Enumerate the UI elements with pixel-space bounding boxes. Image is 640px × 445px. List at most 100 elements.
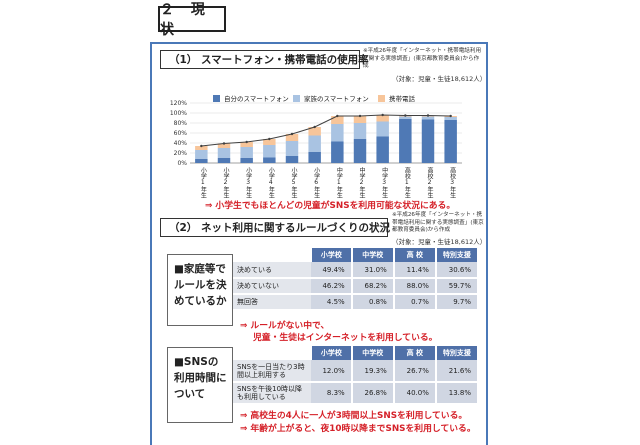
- table-row: 決めている 49.4% 31.0% 11.4% 30.6%: [233, 262, 480, 279]
- x-category-label: 小学2年生: [222, 167, 229, 198]
- table-row: SNSを午後10時以降 も利用している 8.3% 26.8% 40.0% 13.…: [233, 382, 480, 405]
- row-label: 無回答: [233, 294, 311, 311]
- bar-segment-own: [263, 157, 276, 163]
- row-label-line: も利用している: [237, 393, 286, 401]
- cell-value: 88.0%: [393, 278, 437, 295]
- row-label-line: SNSを午後10時以降: [237, 385, 303, 393]
- table-row: 決めていない 46.2% 68.2% 88.0% 59.7%: [233, 278, 480, 295]
- bar-segment-phone: [217, 143, 231, 148]
- bar-segment-own: [399, 119, 412, 163]
- row-label: SNSを一日当たり3時 間以上利用する: [233, 360, 311, 383]
- total-line-point: [313, 125, 316, 129]
- section1-callout: ⇒ 小学生でもほとんどの児童がSNSを利用可能な状況にある。: [205, 201, 456, 211]
- total-line-point: [336, 114, 339, 118]
- total-line-point: [200, 144, 203, 148]
- y-tick-label: 60%: [174, 130, 188, 137]
- y-tick-label: 20%: [174, 150, 188, 157]
- sns-usage-label-line: 利用時間に: [174, 372, 227, 384]
- y-tick-label: 120%: [170, 100, 187, 107]
- x-category-label: 小学5年生: [290, 167, 297, 198]
- cell-value: 4.5%: [311, 294, 353, 311]
- sns-usage-label: ■SNSの 利用時間に ついて: [167, 347, 233, 423]
- bar-segment-own: [376, 136, 389, 163]
- legend-label-own: 自分のスマートフォン: [224, 95, 289, 103]
- rules-header-elementary: 小学校: [311, 248, 353, 262]
- bar-segment-family: [444, 117, 457, 120]
- bar-segment-phone: [285, 134, 299, 141]
- row-label: 決めていない: [233, 278, 311, 295]
- bar-segment-phone: [240, 142, 253, 147]
- y-tick-label: 0%: [177, 160, 187, 167]
- total-line-point: [426, 114, 430, 117]
- sns-usage-label-line: ■SNSの: [174, 356, 219, 368]
- x-category-label: 中学2年生: [358, 167, 365, 198]
- cell-value: 8.3%: [311, 382, 353, 405]
- legend-swatch-own: [213, 94, 220, 102]
- section2-title: （2） ネット利用に関するルールづくりの状況: [160, 218, 390, 237]
- bar-segment-own: [421, 119, 435, 163]
- total-line-point: [245, 140, 248, 144]
- bar-segment-family: [285, 141, 299, 156]
- cell-value: 19.3%: [351, 360, 395, 383]
- bar-segment-own: [444, 120, 457, 163]
- bar-segment-family: [308, 135, 321, 152]
- row-label-line: SNSを一日当たり3時: [237, 362, 305, 371]
- total-line-point: [449, 114, 452, 118]
- family-rules-label: ■家庭等で ルールを決 めているか: [167, 254, 233, 326]
- table-row: SNSを一日当たり3時 間以上利用する 12.0% 19.3% 26.7% 21…: [233, 360, 480, 383]
- row-label: 決めている: [233, 262, 311, 279]
- section2-source-note: ※平成26年度「インターネット・携帯電話利用に関する実態調査」(東京都教育委員会…: [392, 212, 484, 234]
- cell-value: 0.8%: [351, 294, 395, 311]
- cell-value: 0.7%: [393, 294, 437, 311]
- family-rules-label-line: ■家庭等で: [174, 263, 226, 275]
- rules-callout-line2: 児童・生徒はインターネットを利用している。: [253, 333, 438, 343]
- y-tick-label: 80%: [174, 120, 188, 127]
- sns-header-blank: [233, 346, 312, 360]
- bar-segment-family: [217, 148, 231, 158]
- rules-header-junior-high: 中学校: [351, 248, 395, 262]
- sns-callout-line1: ⇒ 高校生の4人に一人が3時間以上SNSを利用している。: [240, 411, 468, 421]
- rules-table: 小学校 中学校 高 校 特別支援 決めている 49.4% 31.0% 11.4%…: [233, 248, 480, 311]
- bar-segment-phone: [376, 115, 389, 122]
- bar-segment-family: [353, 123, 367, 139]
- sns-header-special: 特別支援: [435, 346, 480, 360]
- cell-value: 30.6%: [435, 262, 480, 279]
- sns-header-high: 高 校: [393, 346, 437, 360]
- rules-table-header: 小学校 中学校 高 校 特別支援: [233, 248, 480, 262]
- sns-callout-line2: ⇒ 年齢が上がると、夜10時以降までSNSを利用している。: [240, 424, 476, 434]
- cell-value: 46.2%: [311, 278, 353, 295]
- bar-segment-family: [240, 147, 253, 158]
- total-line-point: [268, 137, 271, 141]
- cell-value: 31.0%: [351, 262, 395, 279]
- x-category-label: 小学6年生: [312, 167, 320, 198]
- family-rules-label-line: ルールを決: [174, 279, 227, 291]
- bar-segment-family: [195, 150, 208, 159]
- bar-segment-family: [399, 116, 412, 119]
- bar-segment-own: [240, 158, 253, 163]
- x-category-label: 小学4年生: [267, 167, 275, 198]
- bar-segment-family: [263, 145, 276, 158]
- bar-segment-own: [217, 158, 231, 163]
- y-tick-label: 40%: [174, 140, 188, 147]
- legend-swatch-family: [293, 94, 300, 102]
- table-row: 無回答 4.5% 0.8% 0.7% 9.7%: [233, 294, 480, 311]
- bar-segment-own: [195, 159, 208, 163]
- section1-sample-note: （対象：児童・生徒18,612人）: [392, 75, 487, 83]
- section1-source-note: ※平成26年度「インターネット・携帯電話利用に関する実態調査」(東京都教育委員会…: [363, 48, 482, 70]
- rules-header-special: 特別支援: [435, 248, 480, 262]
- bar-segment-phone: [263, 139, 276, 145]
- x-category-label: 高校2年生: [426, 167, 433, 198]
- bar-segment-family: [331, 124, 344, 142]
- sns-header-junior-high: 中学校: [351, 346, 395, 360]
- cell-value: 40.0%: [393, 382, 437, 405]
- bar-segment-own: [353, 139, 367, 163]
- x-category-label: 中学1年生: [335, 167, 343, 198]
- bar-segment-phone: [331, 116, 344, 124]
- legend-label-phone: 携帯電話: [389, 95, 415, 103]
- cell-value: 49.4%: [311, 262, 353, 279]
- legend-swatch-phone: [378, 94, 385, 102]
- section1-title: （1） スマートフォン・携帯電話の使用率: [160, 50, 369, 69]
- x-category-label: 小学3年生: [244, 167, 252, 198]
- x-category-label: 高校1年生: [403, 167, 411, 198]
